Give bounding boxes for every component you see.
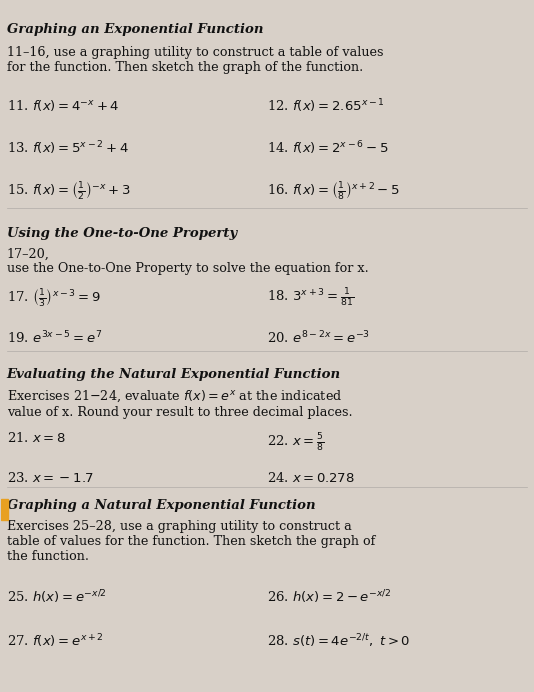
Text: 25. $h(x) = e^{-x/2}$: 25. $h(x) = e^{-x/2}$ [7, 589, 106, 606]
Text: Graphing an Exponential Function: Graphing an Exponential Function [7, 24, 263, 37]
Text: 17–20,
use the One-to-One Property to solve the equation for x.: 17–20, use the One-to-One Property to so… [7, 248, 368, 275]
Bar [2, 499, 8, 520]
Text: Graphing a Natural Exponential Function: Graphing a Natural Exponential Function [7, 499, 315, 512]
Text: Using the One-to-One Property: Using the One-to-One Property [7, 228, 237, 240]
Text: 12. $f(x) = 2.65^{x-1}$: 12. $f(x) = 2.65^{x-1}$ [267, 98, 385, 116]
Text: 11–16, use a graphing utility to construct a table of values
for the function. T: 11–16, use a graphing utility to constru… [7, 46, 383, 74]
Text: 13. $f(x) = 5^{x-2} + 4$: 13. $f(x) = 5^{x-2} + 4$ [7, 139, 129, 157]
Text: 24. $x = 0.278$: 24. $x = 0.278$ [267, 471, 355, 486]
Text: 19. $e^{3x-5} = e^{7}$: 19. $e^{3x-5} = e^{7}$ [7, 329, 102, 346]
Text: 27. $f(x) = e^{x+2}$: 27. $f(x) = e^{x+2}$ [7, 632, 104, 650]
Text: Evaluating the Natural Exponential Function: Evaluating the Natural Exponential Funct… [7, 368, 341, 381]
Text: 22. $x = \frac{5}{8}$: 22. $x = \frac{5}{8}$ [267, 432, 324, 453]
Text: 20. $e^{8-2x} = e^{-3}$: 20. $e^{8-2x} = e^{-3}$ [267, 329, 370, 346]
Text: 28. $s(t) = 4e^{-2/t},\; t > 0$: 28. $s(t) = 4e^{-2/t},\; t > 0$ [267, 632, 410, 650]
Text: 16. $f(x) = \left(\frac{1}{8}\right)^{x+2} - 5$: 16. $f(x) = \left(\frac{1}{8}\right)^{x+… [267, 181, 400, 203]
Text: 14. $f(x) = 2^{x-6} - 5$: 14. $f(x) = 2^{x-6} - 5$ [267, 139, 389, 157]
Text: 11. $f(x) = 4^{-x} + 4$: 11. $f(x) = 4^{-x} + 4$ [7, 98, 119, 113]
Text: Exercises 21$-$24, evaluate $f(x) = e^x$ at the indicated
value of x. Round your: Exercises 21$-$24, evaluate $f(x) = e^x$… [7, 389, 352, 419]
Text: 21. $x = 8$: 21. $x = 8$ [7, 432, 66, 446]
Text: 23. $x = -1.7$: 23. $x = -1.7$ [7, 471, 93, 486]
Text: 15. $f(x) = \left(\frac{1}{2}\right)^{-x} + 3$: 15. $f(x) = \left(\frac{1}{2}\right)^{-x… [7, 181, 130, 203]
Text: 26. $h(x) = 2 - e^{-x/2}$: 26. $h(x) = 2 - e^{-x/2}$ [267, 589, 391, 606]
Text: Exercises 25–28, use a graphing utility to construct a
table of values for the f: Exercises 25–28, use a graphing utility … [7, 520, 375, 563]
Text: 17. $\left(\frac{1}{3}\right)^{x-3} = 9$: 17. $\left(\frac{1}{3}\right)^{x-3} = 9$ [7, 286, 101, 309]
Text: 18. $3^{x+3} = \frac{1}{81}$: 18. $3^{x+3} = \frac{1}{81}$ [267, 286, 354, 309]
